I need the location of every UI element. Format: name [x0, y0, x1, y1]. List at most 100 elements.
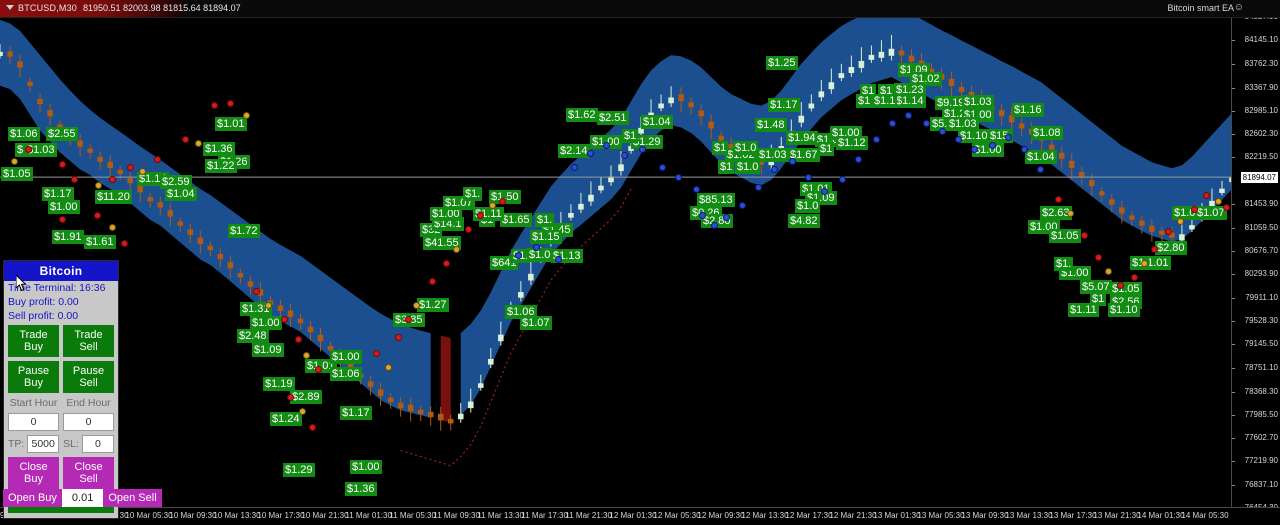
hour-label-row: Start Hour End Hour	[4, 395, 118, 411]
price-tick-mark	[1232, 321, 1235, 323]
sell-profit-label: Sell profit: 0.00	[8, 310, 79, 322]
symbol-tab[interactable]: BTCUSD,M30	[0, 0, 185, 17]
time-tick-label: 12 Mar 05:30	[653, 511, 701, 520]
price-tick-mark	[1232, 368, 1235, 370]
price-tick-label: 78751.10	[1244, 363, 1278, 373]
lot-size-input[interactable]: 0.01	[61, 489, 104, 507]
price-tick-mark	[1232, 484, 1235, 486]
tp-field: TP: 5000	[8, 435, 59, 453]
price-tick-label: 80676.70	[1244, 246, 1278, 256]
pause-button-row: Pause Buy Pause Sell	[4, 359, 118, 395]
open-sell-button[interactable]: Open Sell	[103, 489, 162, 507]
time-tick-label: 13 Mar 05:30	[917, 511, 965, 520]
price-tick-mark	[1232, 63, 1235, 65]
price-tick-label: 79528.30	[1244, 316, 1278, 326]
time-tick-label: 11 Mar 21:30	[565, 511, 612, 520]
time-tick-label: 13 Mar 21:30	[1093, 511, 1141, 520]
start-hour-input[interactable]: 0	[8, 413, 59, 431]
close-buy-button[interactable]: Close Buy	[8, 457, 59, 489]
time-tick-label: 12 Mar 17:30	[785, 511, 833, 520]
end-hour-input[interactable]: 0	[63, 413, 114, 431]
price-tick-mark	[1232, 251, 1235, 253]
current-price-label: 81894.07	[1239, 171, 1279, 185]
time-tick-label: 11 Mar 09:30	[433, 511, 480, 520]
price-tick-label: 77219.90	[1244, 456, 1278, 466]
price-tick-label: 79911.10	[1245, 292, 1278, 302]
ea-control-panel[interactable]: Bitcoin Time Terminal: 16:36 Buy profit:…	[3, 260, 119, 519]
caret-down-icon[interactable]	[6, 5, 14, 10]
price-tick-label: 82602.30	[1244, 129, 1278, 139]
price-tick-mark	[1232, 157, 1235, 159]
hour-input-row: 0 0	[4, 411, 118, 433]
price-tick-mark	[1232, 203, 1235, 205]
trade-buy-button[interactable]: Trade Buy	[8, 325, 59, 357]
trade-sell-button[interactable]: Trade Sell	[63, 325, 114, 357]
smiley-icon: ☺	[1233, 2, 1244, 13]
price-tick-mark	[1232, 461, 1235, 463]
price-tick-label: 77985.50	[1244, 409, 1278, 419]
time-tick-label: 13 Mar 09:30	[961, 511, 1009, 520]
time-tick-label: 10 Mar 17:30	[257, 511, 305, 520]
price-tick-mark	[1232, 274, 1235, 276]
price-tick-mark	[1232, 227, 1235, 229]
tp-input[interactable]: 5000	[27, 435, 59, 453]
time-tick-label: 14 Mar 05:30	[1181, 511, 1229, 520]
price-tick-label: 81059.50	[1244, 222, 1278, 232]
time-tick-label: 10 Mar 21:30	[301, 511, 349, 520]
price-axis[interactable]: 84527.9084145.1083762.3083367.9082985.10…	[1231, 12, 1280, 512]
symbol-label: BTCUSD,M30	[18, 3, 78, 13]
start-hour-label: Start Hour	[9, 397, 58, 409]
time-tick-label: 12 Mar 01:30	[609, 511, 657, 520]
time-tick-label: 13 Mar 17:30	[1049, 511, 1097, 520]
trade-button-row: Trade Buy Trade Sell	[4, 323, 118, 359]
price-tick-label: 82985.10	[1244, 105, 1278, 115]
close-sell-button[interactable]: Close Sell	[63, 457, 114, 489]
time-tick-label: 14 Mar 01:30	[1137, 511, 1185, 520]
sl-label: SL:	[63, 438, 79, 450]
price-tick-mark	[1232, 87, 1235, 89]
time-tick-label: 12 Mar 21:30	[829, 511, 877, 520]
ohlc-quote-label: 81950.51 82003.98 81815.64 81894.07	[83, 3, 241, 13]
tp-label: TP:	[8, 438, 25, 450]
price-tick-label: 83367.90	[1244, 82, 1278, 92]
time-tick-label: 11 Mar 05:30	[389, 511, 436, 520]
end-hour-label: End Hour	[66, 397, 111, 409]
time-tick-label: 13 Mar 13:30	[1005, 511, 1053, 520]
price-tick-label: 76837.10	[1244, 479, 1278, 489]
price-chart[interactable]	[0, 17, 1232, 508]
pause-buy-button[interactable]: Pause Buy	[8, 361, 59, 393]
quick-trade-strip: Open Buy 0.01 Open Sell	[3, 489, 162, 507]
chart-canvas	[0, 17, 1232, 467]
price-tick-mark	[1232, 40, 1235, 42]
price-tick-mark	[1232, 110, 1235, 112]
ea-name-label: Bitcoin smart EA	[1167, 3, 1234, 13]
price-tick-mark	[1232, 344, 1235, 346]
price-tick-label: 81453.90	[1244, 198, 1278, 208]
time-tick-label: 11 Mar 13:30	[477, 511, 524, 520]
tp-sl-row: TP: 5000 SL: 0	[4, 433, 118, 455]
price-tick-label: 83762.30	[1244, 58, 1278, 68]
pause-sell-button[interactable]: Pause Sell	[63, 361, 114, 393]
close-button-row: Close Buy Close Sell	[4, 455, 118, 491]
price-tick-label: 80293.90	[1244, 269, 1278, 279]
sl-input[interactable]: 0	[81, 435, 114, 453]
price-tick-mark	[1232, 438, 1235, 440]
time-tick-label: 12 Mar 13:30	[741, 511, 789, 520]
price-tick-mark	[1232, 297, 1235, 299]
price-tick-label: 78368.30	[1244, 386, 1278, 396]
price-tick-label: 79145.50	[1244, 339, 1278, 349]
time-tick-label: 10 Mar 13:30	[213, 511, 261, 520]
price-tick-mark	[1232, 134, 1235, 136]
time-tick-label: 10 Mar 05:30	[125, 511, 173, 520]
price-tick-mark	[1232, 414, 1235, 416]
open-buy-button[interactable]: Open Buy	[3, 489, 62, 507]
buy-profit-label: Buy profit: 0.00	[8, 296, 79, 308]
window-top-bar: BTCUSD,M30 81950.51 82003.98 81815.64 81…	[0, 0, 1280, 18]
time-tick-label: 12 Mar 09:30	[697, 511, 745, 520]
time-tick-label: 10 Mar 09:30	[169, 511, 217, 520]
sl-field: SL: 0	[63, 435, 114, 453]
time-tick-label: 11 Mar 17:30	[521, 511, 568, 520]
price-tick-label: 77602.70	[1244, 433, 1278, 443]
